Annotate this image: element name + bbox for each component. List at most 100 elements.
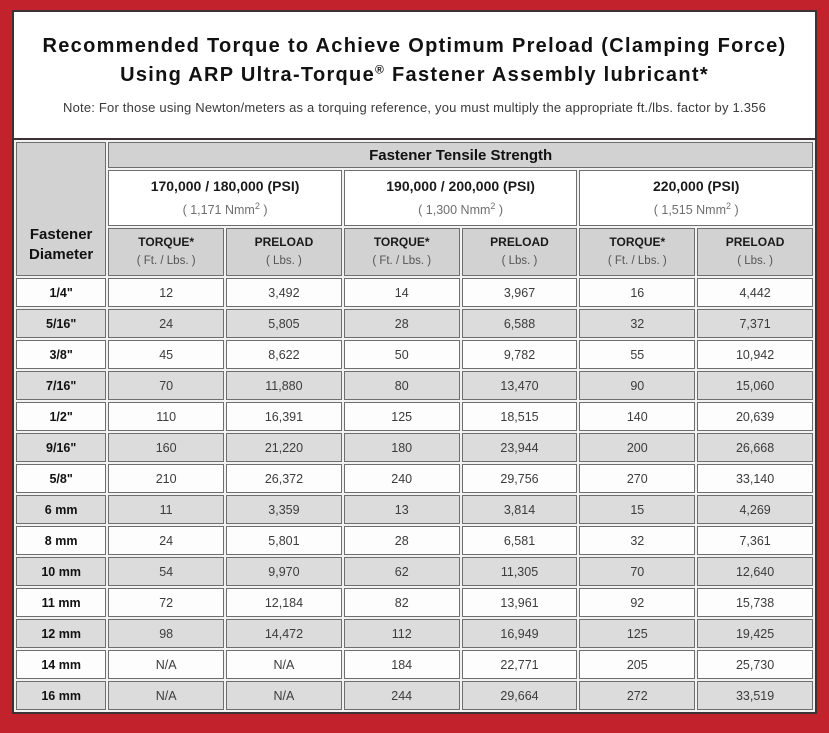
torque-value-cell: 244 [343,681,460,710]
torque-value-cell: 240 [343,464,460,493]
torque-value-cell: 180 [343,433,460,462]
torque-header: TORQUE* ( Ft. / Lbs. ) [108,228,225,276]
fastener-diameter-cell: 1/2" [16,402,107,431]
torque-value-cell: 98 [108,619,225,648]
nmm-sup: 2 [725,200,731,211]
preload-value-cell: 7,361 [697,526,813,555]
torque-header-label: TORQUE* [373,235,430,250]
fastener-diameter-cell: 10 mm [16,557,107,586]
title-area: Recommended Torque to Achieve Optimum Pr… [14,12,815,138]
torque-header: TORQUE* ( Ft. / Lbs. ) [579,228,696,276]
torque-value-cell: 200 [579,433,696,462]
torque-header: TORQUE* ( Ft. / Lbs. ) [343,228,460,276]
table-row: 16 mm N/A N/A 244 29,664 272 33,519 [16,681,813,710]
torque-value-cell: 24 [108,526,225,555]
torque-header-label: TORQUE* [138,235,195,250]
preload-value-cell: 12,184 [226,588,342,617]
table-row: 12 mm 98 14,472 112 16,949 125 19,425 [16,619,813,648]
torque-value-cell: 82 [343,588,460,617]
torque-table-wrap: Fastener Diameter Fastener Tensile Stren… [14,138,815,712]
table-row: 7/16" 70 11,880 80 13,470 90 15,060 [16,371,813,400]
torque-value-cell: 184 [343,650,460,679]
torque-value-cell: 125 [343,402,460,431]
torque-value-cell: 11 [108,495,225,524]
nmm-sup: 2 [490,200,496,211]
page-title-line2: Using ARP Ultra-Torque® Fastener Assembl… [14,61,815,90]
preload-value-cell: 5,801 [226,526,342,555]
torque-value-cell: 70 [579,557,696,586]
torque-value-cell: 160 [108,433,225,462]
fastener-diameter-cell: 9/16" [16,433,107,462]
preload-value-cell: 3,359 [226,495,342,524]
preload-value-cell: 11,880 [226,371,342,400]
preload-value-cell: 14,472 [226,619,342,648]
table-row: 8 mm 24 5,801 28 6,581 32 7,361 [16,526,813,555]
torque-header-label: TORQUE* [609,235,666,250]
nmm-pre: ( 1,171 Nmm [182,202,255,217]
nmm-sup: 2 [254,200,260,211]
torque-value-cell: 90 [579,371,696,400]
fastener-diameter-cell: 3/8" [16,340,107,369]
psi-label: 170,000 / 180,000 (PSI) [150,177,300,194]
table-body: 1/4" 12 3,492 14 3,967 16 4,442 5/16" 24 5,805 28 6… [16,278,813,710]
torque-value-cell: 54 [108,557,225,586]
preload-value-cell: 9,970 [226,557,342,586]
table-row: 11 mm 72 12,184 82 13,961 92 15,738 [16,588,813,617]
torque-value-cell: 272 [579,681,696,710]
torque-value-cell: 205 [579,650,696,679]
preload-value-cell: 16,391 [226,402,342,431]
preload-header: PRELOAD ( Lbs. ) [461,228,578,276]
torque-value-cell: 72 [108,588,225,617]
torque-value-cell: N/A [108,681,225,710]
table-row: 5/16" 24 5,805 28 6,588 32 7,371 [16,309,813,338]
preload-value-cell: 3,492 [226,278,342,307]
preload-value-cell: 6,581 [461,526,578,555]
torque-value-cell: 28 [343,309,460,338]
torque-value-cell: 210 [108,464,225,493]
nmm-pre: ( 1,515 Nmm [653,202,726,217]
fastener-diameter-cell: 7/16" [16,371,107,400]
torque-value-cell: 15 [579,495,696,524]
preload-value-cell: 12,640 [697,557,813,586]
preload-value-cell: 13,470 [461,371,578,400]
torque-value-cell: 16 [579,278,696,307]
fastener-diameter-cell: 11 mm [16,588,107,617]
psi-label: 220,000 (PSI) [653,177,740,194]
psi-group-190-200: 190,000 / 200,000 (PSI) ( 1,300 Nmm2 ) [343,170,578,226]
nmm-pre: ( 1,300 Nmm [418,202,491,217]
preload-value-cell: 25,730 [697,650,813,679]
preload-header-unit: ( Lbs. ) [501,255,538,268]
preload-header: PRELOAD ( Lbs. ) [226,228,342,276]
page-title-line1: Recommended Torque to Achieve Optimum Pr… [42,35,787,57]
fastener-diameter-cell: 12 mm [16,619,107,648]
preload-value-cell: N/A [226,681,342,710]
torque-value-cell: 92 [579,588,696,617]
title-line2-pre: Using ARP Ultra-Torque [120,64,376,86]
torque-value-cell: 28 [343,526,460,555]
conversion-note: Note: For those using Newton/meters as a… [62,100,767,115]
preload-value-cell: 15,738 [697,588,813,617]
fastener-diameter-cell: 16 mm [16,681,107,710]
fastener-diameter-cell: 6 mm [16,495,107,524]
preload-header-label: PRELOAD [254,235,314,250]
preload-value-cell: 26,372 [226,464,342,493]
fastener-diameter-cell: 14 mm [16,650,107,679]
nmm-label: ( 1,515 Nmm2 ) [580,199,812,221]
preload-header: PRELOAD ( Lbs. ) [697,228,813,276]
preload-value-cell: 4,442 [697,278,813,307]
corner-header-fastener-diameter: Fastener Diameter [16,142,107,276]
preload-value-cell: 18,515 [461,402,578,431]
torque-value-cell: 45 [108,340,225,369]
fastener-diameter-cell: 1/4" [16,278,107,307]
table-row: 1/2" 110 16,391 125 18,515 140 20,639 [16,402,813,431]
preload-value-cell: 7,371 [697,309,813,338]
preload-header-label: PRELOAD [725,235,785,250]
torque-value-cell: 55 [579,340,696,369]
preload-value-cell: 4,269 [697,495,813,524]
preload-value-cell: 26,668 [697,433,813,462]
document-sheet: Recommended Torque to Achieve Optimum Pr… [12,10,817,714]
torque-value-cell: 24 [108,309,225,338]
nmm-post: ) [731,202,739,217]
psi-group-220: 220,000 (PSI) ( 1,515 Nmm2 ) [579,170,813,226]
subheader-row: TORQUE* ( Ft. / Lbs. ) PRELOAD ( Lbs. ) … [16,228,813,276]
